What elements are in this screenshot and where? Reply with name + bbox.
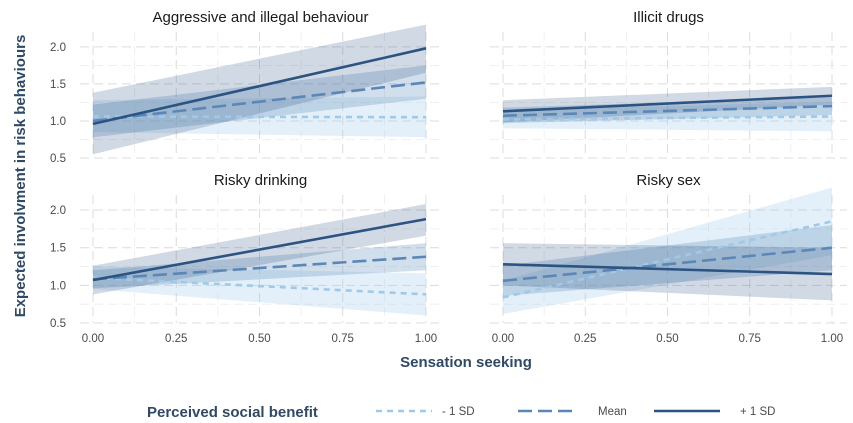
y-tick-label: 0.5 [50, 153, 66, 165]
y-tick-label: 1.5 [50, 243, 66, 255]
x-tick-label: 1.00 [415, 333, 437, 345]
x-tick-label: 1.00 [821, 333, 843, 345]
legend-label: - 1 SD [442, 406, 475, 418]
legend-label: + 1 SD [740, 406, 775, 418]
legend-label: Mean [598, 406, 627, 418]
series-line [92, 115, 427, 119]
y-tick-label: 1.0 [50, 280, 66, 292]
y-tick-label: 1.5 [50, 79, 66, 91]
y-axis-title: Expected involvment in risk behaviours [12, 35, 29, 318]
legend: Perceived social benefit - 1 SD Mean + 1 S… [147, 404, 775, 421]
legend-title: Perceived social benefit [147, 404, 318, 421]
panel-title: Risky sex [636, 172, 701, 189]
y-tick-label: 2.0 [50, 42, 66, 54]
x-tick-label: 0.75 [332, 333, 354, 345]
panel-3: Risky sex 0.00 0.25 0.50 0.75 1.00 [490, 172, 847, 345]
x-tick-label: 0.00 [82, 333, 104, 345]
series-line [502, 220, 833, 299]
series-line [92, 276, 427, 296]
panels-layer: Aggressive and illegal behaviour 0.5 1.0 1.… [50, 9, 847, 345]
y-tick-label: 1.0 [50, 116, 66, 128]
series-line [92, 47, 427, 126]
y-tick-label: 0.5 [50, 318, 66, 330]
legend-items: - 1 SD Mean + 1 SD [376, 406, 775, 418]
x-tick-label: 0.25 [165, 333, 187, 345]
panel-title: Aggressive and illegal behaviour [153, 9, 369, 26]
panel-2: Risky drinking 0.5 1.0 1.5 2.0 0.00 0.25 0.50 0.… [50, 172, 441, 345]
series-line [92, 255, 427, 281]
x-axis-title: Sensation seeking [400, 354, 532, 371]
x-tick-label: 0.50 [248, 333, 270, 345]
series-line [502, 246, 833, 283]
x-tick-label: 0.50 [656, 333, 678, 345]
x-tick-label: 0.00 [492, 333, 514, 345]
series-line [502, 104, 833, 118]
panel-title: Illicit drugs [633, 9, 704, 26]
panel-0: Aggressive and illegal behaviour 0.5 1.0 1.… [50, 9, 441, 165]
y-tick-label: 2.0 [50, 205, 66, 217]
ci-ribbon [93, 243, 426, 289]
x-tick-label: 0.75 [739, 333, 761, 345]
series-line [92, 81, 427, 123]
series-line [502, 94, 833, 113]
ci-ribbon [93, 266, 426, 316]
x-tick-label: 0.25 [574, 333, 596, 345]
ci-ribbon [503, 243, 832, 301]
series-line [502, 262, 833, 276]
ci-ribbon [503, 187, 832, 314]
series-line [92, 217, 427, 282]
panel-title: Risky drinking [214, 172, 307, 189]
ci-ribbon [93, 24, 426, 155]
panel-1: Illicit drugs [490, 9, 847, 159]
